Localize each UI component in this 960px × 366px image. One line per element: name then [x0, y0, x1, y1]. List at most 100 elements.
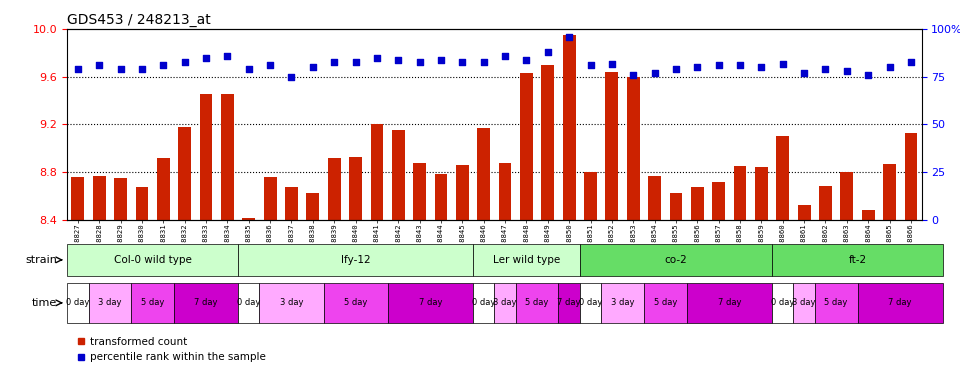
Point [455, 59, 470, 64]
Bar [114, 178, 127, 366]
Bar [67, 244, 238, 276]
Bar [516, 283, 559, 323]
Bar [324, 283, 388, 323]
Text: 5 day: 5 day [825, 298, 848, 307]
Point [177, 59, 192, 64]
Text: 5 day: 5 day [141, 298, 164, 307]
Bar [327, 158, 341, 366]
Bar [132, 283, 174, 323]
Point [476, 59, 492, 64]
Text: 0 day: 0 day [66, 298, 89, 307]
Point [689, 64, 705, 70]
Bar [221, 93, 234, 366]
Bar [627, 77, 639, 366]
Point [156, 63, 171, 68]
Bar [815, 283, 857, 323]
Bar [541, 65, 554, 366]
Text: 0 day: 0 day [237, 298, 260, 307]
Bar [413, 163, 426, 366]
Point [70, 66, 85, 72]
Point [391, 57, 406, 63]
Bar [477, 128, 491, 366]
Point [113, 66, 129, 72]
Bar [644, 283, 686, 323]
Bar [712, 182, 725, 366]
Bar [473, 244, 580, 276]
Text: co-2: co-2 [664, 255, 687, 265]
Bar [435, 175, 447, 366]
Bar [498, 163, 512, 366]
Bar [772, 283, 793, 323]
Bar [88, 283, 132, 323]
Point [497, 53, 513, 59]
Text: 5 day: 5 day [654, 298, 677, 307]
Point [882, 64, 898, 70]
Point [860, 72, 876, 78]
Text: 0 day: 0 day [472, 298, 495, 307]
Bar [349, 157, 362, 366]
Bar [200, 93, 212, 366]
Point [797, 70, 812, 76]
Point [326, 59, 342, 64]
Point [220, 53, 235, 59]
Legend: transformed count, percentile rank within the sample: transformed count, percentile rank withi… [72, 333, 270, 366]
Bar [819, 186, 832, 366]
Bar [306, 194, 320, 366]
Point [903, 59, 919, 64]
Text: 7 day: 7 day [194, 298, 218, 307]
Bar [772, 244, 943, 276]
Text: strain: strain [25, 255, 58, 265]
Point [370, 55, 385, 61]
Bar [264, 177, 276, 366]
Bar [156, 158, 170, 366]
Bar [392, 130, 405, 366]
Text: time: time [32, 298, 58, 308]
Bar [179, 127, 191, 366]
Bar [777, 137, 789, 366]
Bar [371, 124, 383, 366]
Point [540, 49, 556, 55]
Point [241, 66, 256, 72]
Point [668, 66, 684, 72]
Point [711, 63, 727, 68]
Bar [580, 283, 601, 323]
Point [818, 66, 833, 72]
Point [91, 63, 107, 68]
Bar [904, 133, 918, 366]
Bar [238, 283, 259, 323]
Point [348, 59, 363, 64]
Bar [840, 172, 853, 366]
Bar [857, 283, 943, 323]
Bar [648, 176, 661, 366]
Bar [580, 244, 772, 276]
Text: GDS453 / 248213_at: GDS453 / 248213_at [67, 13, 211, 27]
Text: 7 day: 7 day [718, 298, 741, 307]
Point [604, 61, 619, 67]
Bar [669, 194, 683, 366]
Bar [520, 73, 533, 366]
Bar [733, 166, 747, 366]
Point [134, 66, 150, 72]
Text: 3 day: 3 day [98, 298, 122, 307]
Bar [174, 283, 238, 323]
Text: 5 day: 5 day [344, 298, 368, 307]
Text: 3 day: 3 day [611, 298, 635, 307]
Text: 5 day: 5 day [525, 298, 549, 307]
Text: Ler wild type: Ler wild type [492, 255, 560, 265]
Bar [259, 283, 324, 323]
Bar [135, 187, 149, 366]
Text: 3 day: 3 day [279, 298, 303, 307]
Point [732, 63, 748, 68]
Bar [584, 172, 597, 366]
Point [284, 74, 300, 80]
Point [839, 68, 854, 74]
Text: 0 day: 0 day [579, 298, 602, 307]
Text: Col-0 wild type: Col-0 wild type [113, 255, 192, 265]
Text: 3 day: 3 day [792, 298, 816, 307]
Bar [798, 205, 810, 366]
Point [262, 63, 277, 68]
Text: 7 day: 7 day [419, 298, 442, 307]
Bar [67, 283, 88, 323]
Text: ft-2: ft-2 [849, 255, 867, 265]
Bar [691, 187, 704, 366]
